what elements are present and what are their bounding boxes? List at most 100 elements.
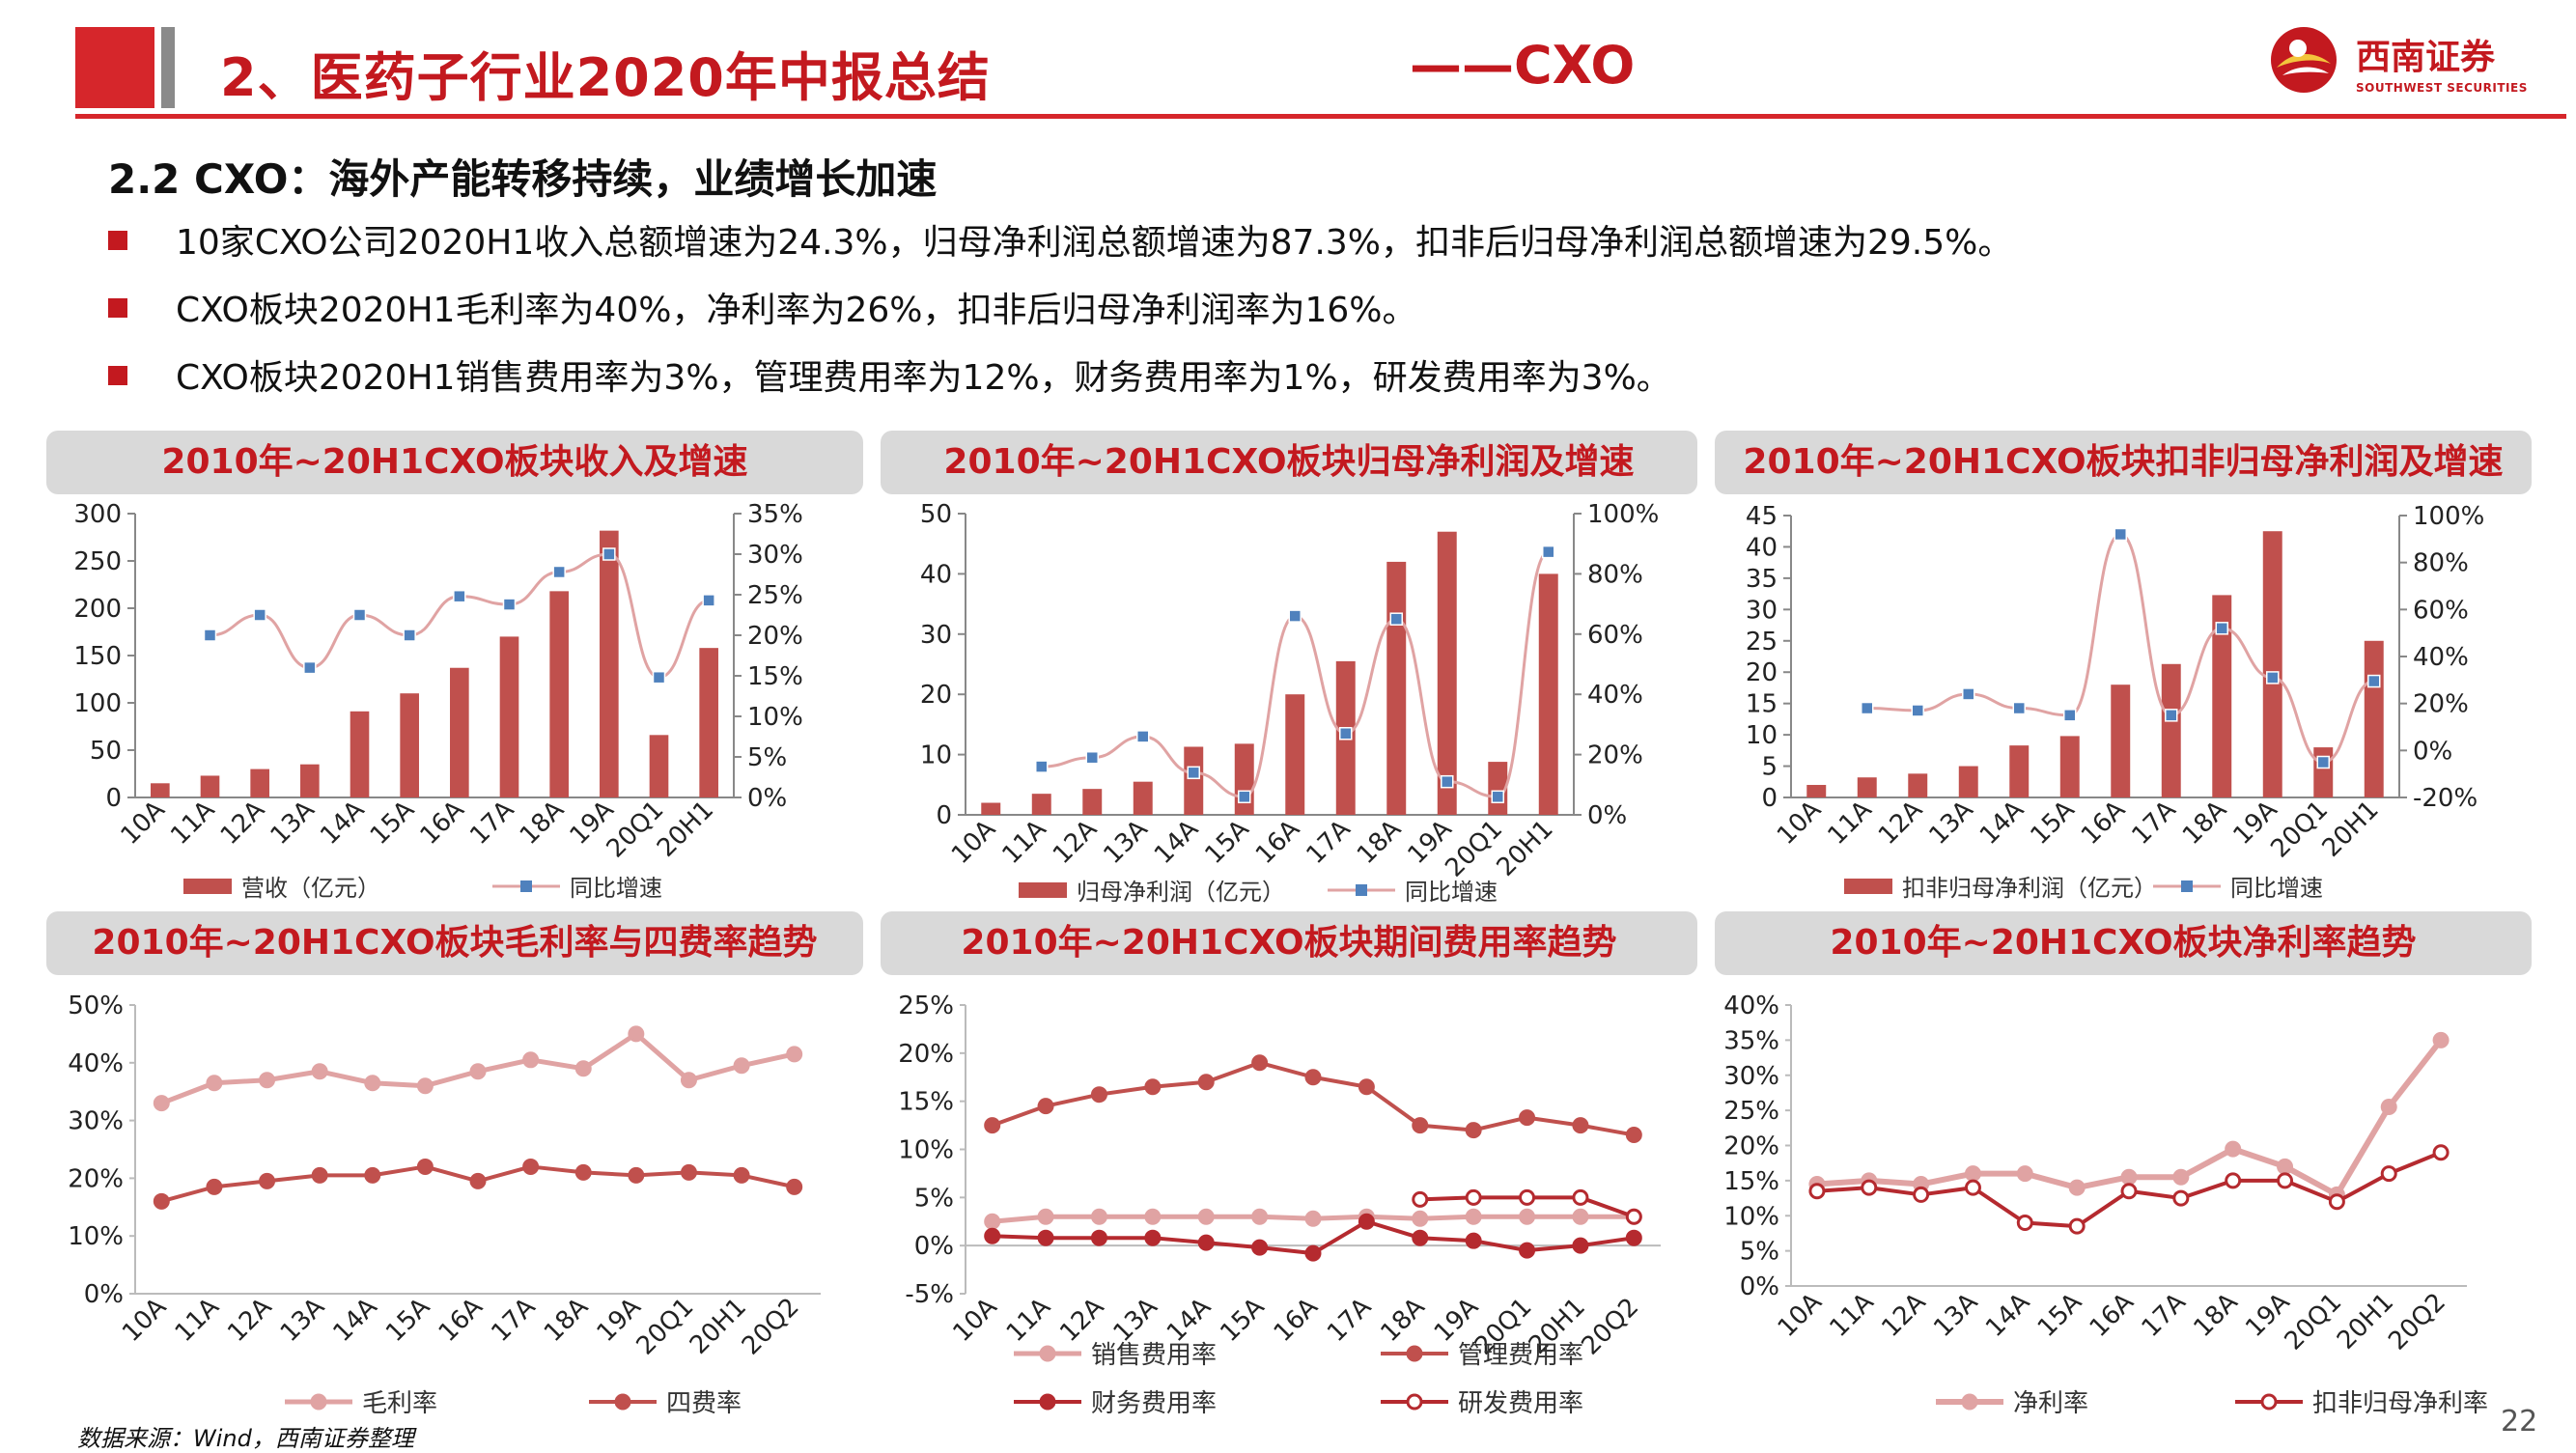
data-point bbox=[1090, 1086, 1107, 1104]
data-point bbox=[1251, 1054, 1269, 1072]
data-point bbox=[1187, 766, 1200, 780]
bar bbox=[1285, 694, 1305, 815]
data-point bbox=[1861, 701, 1874, 715]
bar bbox=[981, 802, 1001, 815]
legend-marker bbox=[310, 1393, 327, 1411]
data-point bbox=[1037, 1208, 1054, 1225]
data-point bbox=[1572, 1208, 1589, 1225]
tick-label: 0% bbox=[747, 784, 787, 813]
chart-title-net-margin: 2010年~20H1CXO板块净利率趋势 bbox=[1715, 911, 2532, 975]
bullet-item: CXO板块2020H1毛利率为40%，净利率为26%，扣非后归母净利润率为16%… bbox=[108, 282, 1416, 332]
tick-label: 30% bbox=[68, 1107, 124, 1136]
legend-marker bbox=[1406, 1393, 1423, 1411]
data-point bbox=[2277, 1172, 2294, 1189]
data-point bbox=[2120, 1168, 2138, 1186]
data-point bbox=[2215, 622, 2228, 635]
tick-label: 15% bbox=[1723, 1167, 1779, 1196]
legend-label: 财务费用率 bbox=[1091, 1389, 1217, 1418]
tick-label: 20Q1 bbox=[602, 796, 670, 864]
tick-label: 10A bbox=[947, 1293, 1002, 1348]
data-point bbox=[364, 1166, 381, 1184]
tick-label: 18A bbox=[2177, 796, 2232, 851]
data-point bbox=[1519, 1188, 1536, 1206]
tick-label: 13A bbox=[1108, 1293, 1163, 1348]
data-point bbox=[153, 1192, 170, 1210]
data-point bbox=[1572, 1117, 1589, 1134]
data-point bbox=[2068, 1217, 2086, 1235]
data-point bbox=[416, 1077, 434, 1095]
data-point bbox=[1197, 1208, 1215, 1225]
data-point bbox=[1572, 1237, 1589, 1254]
tick-label: 12A bbox=[1873, 796, 1928, 851]
section-title: 2.2 CXO：海外产能转移持续，业绩增长加速 bbox=[108, 155, 938, 203]
tick-label: 10% bbox=[1723, 1202, 1779, 1231]
page-number: 22 bbox=[2501, 1405, 2538, 1439]
tick-label: 20Q2 bbox=[1576, 1293, 1644, 1361]
bar bbox=[2212, 595, 2232, 797]
tick-label: 0 bbox=[936, 801, 952, 830]
legend-marker bbox=[1039, 1393, 1056, 1411]
legend-label: 同比增速 bbox=[1405, 879, 1498, 906]
tick-label: 50 bbox=[90, 737, 122, 766]
chart-title-revenue: 2010年~20H1CXO板块收入及增速 bbox=[46, 431, 863, 494]
tick-label: 18A bbox=[539, 1293, 594, 1348]
data-point bbox=[2016, 1215, 2033, 1232]
legend-label: 同比增速 bbox=[570, 875, 662, 902]
tick-label: 15A bbox=[2032, 1288, 2087, 1343]
tick-label: 18A bbox=[1376, 1293, 1431, 1348]
tick-label: -20% bbox=[2413, 784, 2478, 813]
tick-label: 10A bbox=[1773, 1288, 1828, 1343]
tick-label: 13A bbox=[266, 796, 321, 851]
tick-label: 10A bbox=[946, 815, 1001, 870]
tick-label: 25% bbox=[1723, 1097, 1779, 1126]
data-point bbox=[1339, 727, 1353, 740]
data-point bbox=[2316, 755, 2330, 769]
data-point bbox=[984, 1213, 1001, 1230]
tick-label: 15% bbox=[747, 662, 803, 691]
data-point bbox=[416, 1158, 434, 1175]
tick-label: 20% bbox=[898, 1040, 954, 1069]
data-point bbox=[364, 1075, 381, 1092]
company-logo: 西南证券 SOUTHWEST SECURITIES bbox=[2269, 25, 2549, 102]
data-point bbox=[574, 1163, 592, 1181]
data-point bbox=[1964, 1179, 1981, 1196]
tick-label: 20 bbox=[1746, 658, 1778, 687]
tick-label: 17A bbox=[1302, 815, 1357, 870]
bar bbox=[549, 591, 569, 797]
tick-label: 35 bbox=[1746, 565, 1778, 594]
data-point bbox=[206, 1075, 223, 1092]
data-point bbox=[1144, 1208, 1162, 1225]
data-point bbox=[652, 670, 666, 685]
tick-label: 15A bbox=[1200, 815, 1255, 870]
tick-label: 10A bbox=[1772, 796, 1827, 851]
bar bbox=[2009, 745, 2030, 797]
data-point bbox=[352, 608, 367, 622]
tick-label: 25% bbox=[898, 992, 954, 1020]
tick-label: 60% bbox=[1587, 621, 1643, 650]
data-point bbox=[403, 629, 416, 642]
data-point bbox=[203, 629, 217, 642]
data-point bbox=[1441, 774, 1454, 789]
tick-label: 11A bbox=[1001, 1293, 1056, 1348]
data-point bbox=[1037, 1098, 1054, 1115]
tick-label: 17A bbox=[2137, 1288, 2192, 1343]
bar bbox=[2313, 747, 2334, 797]
data-point bbox=[469, 1172, 487, 1189]
tick-label: 25 bbox=[1746, 628, 1778, 657]
data-point bbox=[733, 1057, 750, 1075]
legend-marker bbox=[1961, 1393, 1978, 1411]
header-divider bbox=[75, 114, 2566, 119]
tick-label: 30% bbox=[1723, 1062, 1779, 1091]
legend-label: 毛利率 bbox=[362, 1389, 437, 1418]
data-point bbox=[786, 1178, 803, 1195]
data-point bbox=[2328, 1193, 2345, 1211]
data-point bbox=[1144, 1078, 1162, 1096]
data-point bbox=[1035, 760, 1049, 773]
data-point bbox=[2016, 1165, 2033, 1183]
bar bbox=[699, 648, 718, 797]
data-point bbox=[522, 1158, 540, 1175]
tick-label: 20Q1 bbox=[1440, 815, 1508, 883]
data-point bbox=[1037, 1229, 1054, 1246]
data-point bbox=[1144, 1229, 1162, 1246]
